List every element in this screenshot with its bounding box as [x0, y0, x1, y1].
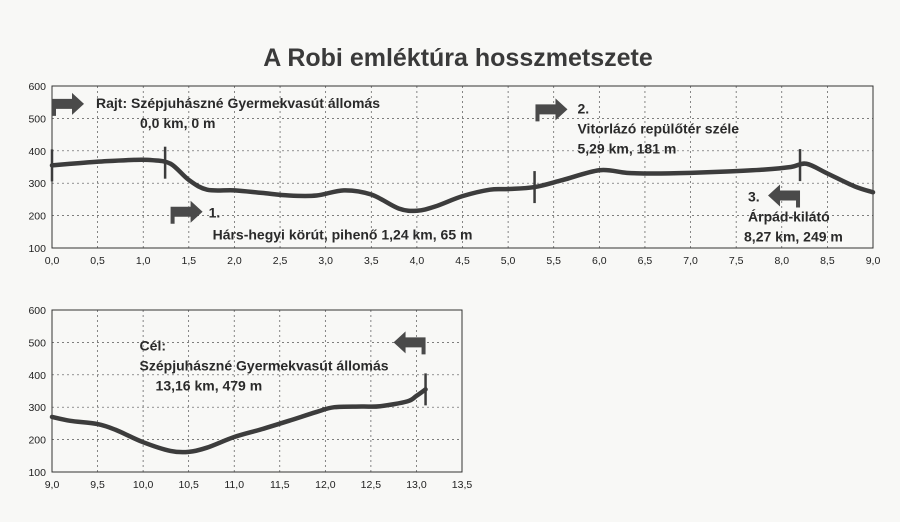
annotation-text: 3.	[748, 189, 760, 205]
y-tick-label: 300	[28, 402, 46, 414]
x-tick-label: 9,0	[866, 255, 881, 267]
annotation-text: Szépjuhászné Gyermekvasút állomás	[140, 357, 389, 373]
waypoint-annotation: Rajt: Szépjuhászné Gyermekvasút állomás 0…	[52, 92, 380, 131]
arrow-right-icon	[52, 92, 84, 116]
annotation-text: 2.	[577, 100, 589, 116]
y-tick-label: 500	[28, 113, 46, 125]
x-tick-label: 6,5	[638, 255, 653, 267]
x-tick-label: 4,0	[410, 255, 425, 267]
x-tick-label: 7,5	[729, 255, 744, 267]
y-tick-label: 500	[28, 337, 46, 349]
annotation-text: 0,0 km, 0 m	[140, 115, 216, 131]
y-tick-label: 400	[28, 146, 46, 158]
y-tick-label: 600	[28, 81, 46, 93]
profile-panel-9-13km: 100 200 300 400 500 600 9,0 9,5 10,0 10,5 11,0 11,5…	[28, 305, 472, 491]
x-tick-label: 13,5	[452, 479, 473, 491]
x-tick-label: 1,0	[136, 255, 151, 267]
x-tick-label: 8,0	[774, 255, 789, 267]
x-tick-label: 10,5	[178, 479, 199, 491]
x-tick-label: 1,5	[182, 255, 197, 267]
y-tick-label: 400	[28, 370, 46, 382]
x-tick-label: 11,0	[224, 479, 244, 491]
x-tick-label: 11,5	[270, 479, 290, 491]
x-tick-label: 3,5	[364, 255, 379, 267]
y-tick-label: 600	[28, 305, 46, 317]
annotation-text: 1.	[209, 205, 221, 221]
annotation-text: 8,27 km, 249 m	[744, 229, 843, 245]
x-tick-label: 8,5	[820, 255, 835, 267]
x-tick-label: 3,0	[318, 255, 333, 267]
annotation-text: Hárs-hegyi körút, pihenő 1,24 km, 65 m	[213, 227, 473, 243]
annotation-text: 13,16 km, 479 m	[156, 377, 263, 393]
profile-panel-0-9km: 100 200 300 400 500 600 0,0 0,5 1,0 1,5 2,0 2,5 3,0 3…	[28, 81, 880, 267]
x-tick-label: 6,0	[592, 255, 607, 267]
x-tick-label: 2,0	[227, 255, 242, 267]
waypoint-annotation: 1. Hárs-hegyi körút, pihenő 1,24 km, 65 m	[170, 200, 473, 243]
annotation-text: 5,29 km, 181 m	[577, 140, 676, 156]
x-tick-label: 5,0	[501, 255, 516, 267]
y-tick-label: 100	[28, 243, 46, 255]
y-tick-label: 300	[28, 178, 46, 190]
chart-title: A Robi emléktúra hosszmetszete	[263, 44, 653, 72]
x-tick-label: 5,5	[546, 255, 561, 267]
x-tick-label: 0,5	[90, 255, 105, 267]
x-tick-label: 7,0	[683, 255, 698, 267]
x-tick-label: 13,0	[406, 479, 427, 491]
x-tick-label: 9,5	[90, 479, 105, 491]
waypoint-annotation: 2. Vitorlázó repülőtér széle 5,29 km, 181 …	[535, 98, 739, 156]
waypoint-annotation: Cél: Szépjuhászné Gyermekvasút állomás 13,…	[140, 331, 426, 393]
x-tick-label: 10,0	[133, 479, 154, 491]
annotation-text: Rajt: Szépjuhászné Gyermekvasút állomás	[96, 95, 380, 111]
elevation-profile-line	[49, 387, 428, 455]
annotation-text: Árpád-kilátó	[748, 209, 830, 225]
x-tick-label: 4,5	[455, 255, 470, 267]
annotation-text: Vitorlázó repülőtér széle	[577, 120, 739, 136]
arrow-left-icon	[393, 331, 426, 355]
x-tick-label: 9,0	[45, 479, 60, 491]
arrow-left-icon	[768, 184, 801, 208]
annotation-text: Cél:	[140, 337, 166, 353]
waypoint-annotation: 3. Árpád-kilátó 8,27 km, 249 m	[744, 184, 843, 245]
y-tick-label: 200	[28, 435, 46, 447]
x-tick-label: 2,5	[273, 255, 288, 267]
x-tick-label: 12,0	[315, 479, 336, 491]
y-tick-label: 100	[28, 467, 46, 479]
arrow-right-icon	[535, 98, 568, 122]
plot-frame	[51, 309, 463, 473]
x-tick-label: 0,0	[45, 255, 60, 267]
arrow-right-icon	[170, 200, 203, 224]
y-tick-label: 200	[28, 211, 46, 223]
x-tick-label: 12,5	[361, 479, 382, 491]
elevation-profile-line	[49, 157, 876, 214]
